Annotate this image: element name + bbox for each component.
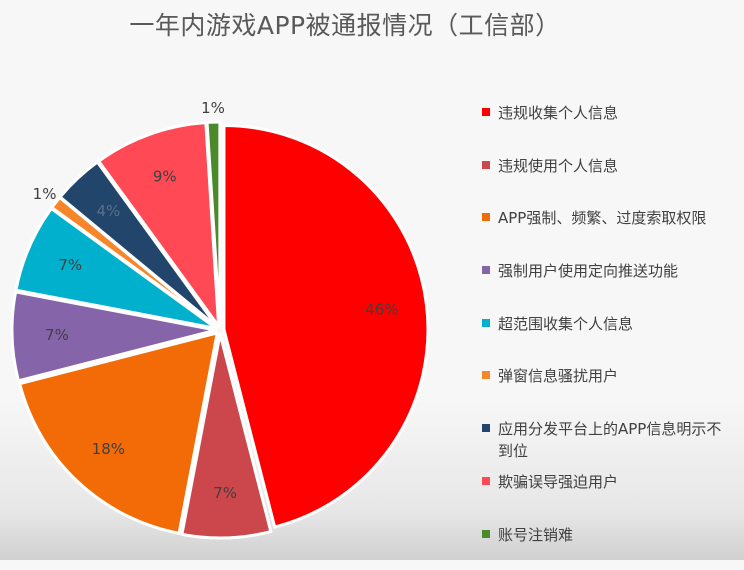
legend-label: 违规收集个人信息: [498, 102, 728, 124]
slice-value-label: 46%: [365, 301, 398, 319]
legend-item: 超范围收集个人信息: [482, 307, 744, 360]
slice-value-label: 4%: [96, 202, 120, 220]
legend-label: 强制用户使用定向推送功能: [498, 260, 728, 282]
legend: 违规收集个人信息违规使用个人信息 APP强制、频繁、过度索取权限强制用户使用定向推…: [482, 96, 744, 570]
legend-swatch: [482, 424, 490, 432]
slice-value-label: 7%: [213, 484, 237, 502]
legend-swatch: [482, 530, 490, 538]
legend-label: 超范围收集个人信息: [498, 313, 728, 335]
legend-label: 违规使用个人信息: [498, 155, 728, 177]
legend-label: 欺骗误导强迫用户: [498, 471, 728, 493]
slice-value-label: 9%: [153, 168, 177, 186]
legend-label: 应用分发平台上的APP信息明示不到位: [498, 418, 728, 462]
legend-item: 应用分发平台上的APP信息明示不到位: [482, 412, 744, 465]
legend-swatch: [482, 161, 490, 169]
legend-swatch: [482, 371, 490, 379]
slice-value-label: 1%: [33, 185, 57, 203]
legend-swatch: [482, 477, 490, 485]
legend-swatch: [482, 266, 490, 274]
slice-value-label: 1%: [201, 99, 225, 117]
legend-swatch: [482, 319, 490, 327]
legend-swatch: [482, 108, 490, 116]
legend-item: 欺骗误导强迫用户: [482, 465, 744, 518]
slice-value-label: 18%: [92, 440, 125, 458]
legend-item: 违规使用个人信息: [482, 149, 744, 202]
legend-item: 弹窗信息骚扰用户: [482, 359, 744, 412]
slice-value-label: 7%: [58, 256, 82, 274]
legend-item: 账号注销难: [482, 518, 744, 570]
legend-swatch: [482, 213, 490, 221]
slice-value-label: 7%: [45, 326, 69, 344]
legend-label: 账号注销难: [498, 524, 728, 546]
legend-label: APP强制、频繁、过度索取权限: [498, 207, 728, 229]
legend-item: 违规收集个人信息: [482, 96, 744, 149]
legend-item: APP强制、频繁、过度索取权限: [482, 201, 744, 254]
legend-item: 强制用户使用定向推送功能: [482, 254, 744, 307]
legend-label: 弹窗信息骚扰用户: [498, 365, 728, 387]
